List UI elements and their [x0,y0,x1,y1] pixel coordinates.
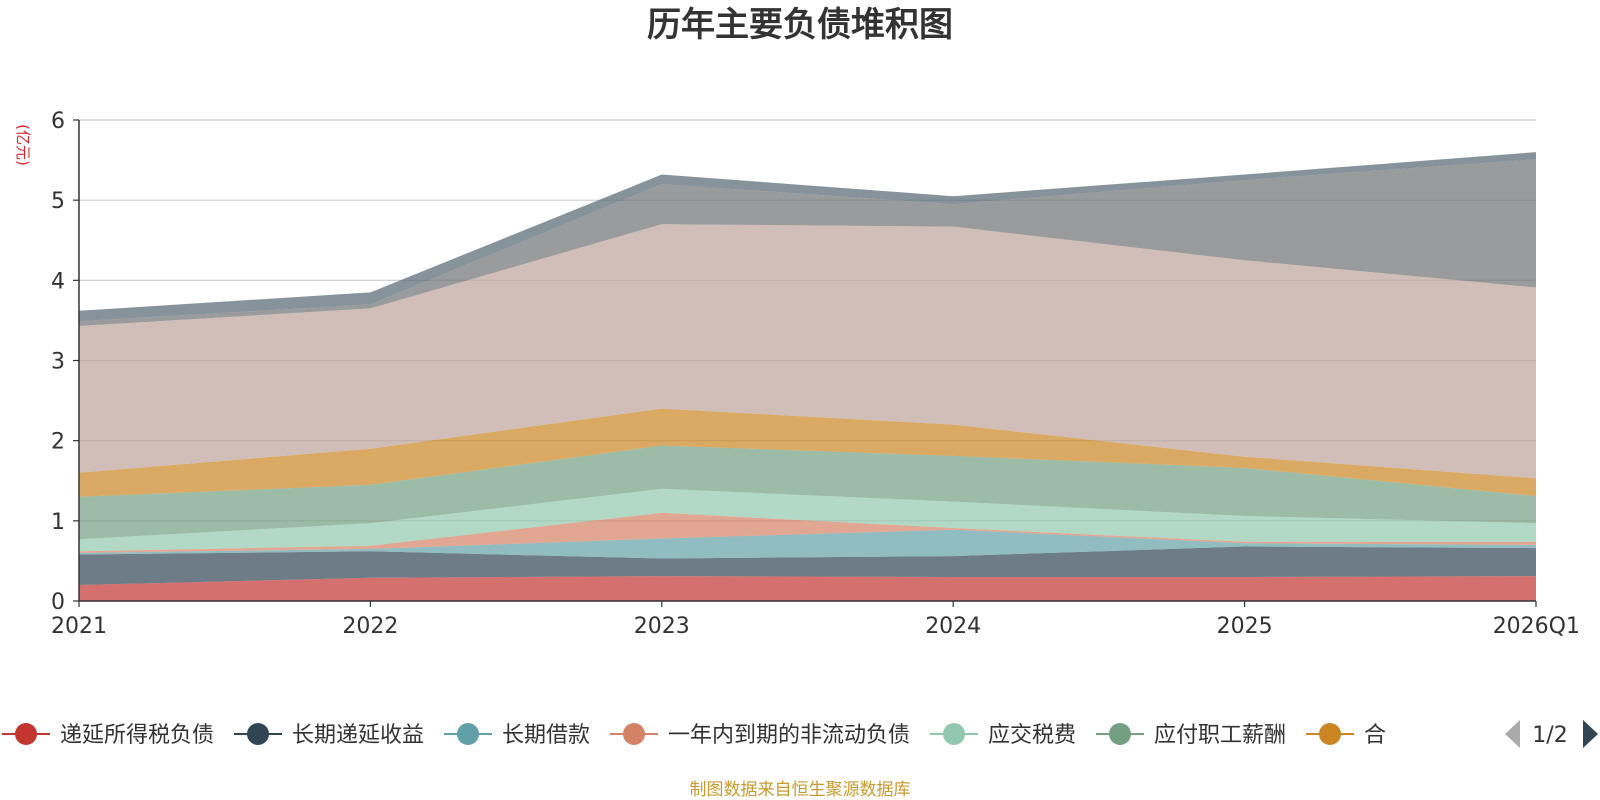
legend-marker-icon [943,723,966,745]
legend-prev-page-icon[interactable] [1505,720,1520,748]
legend: 1/2 递延所得税负债 长期递延收益 长期借款 一年内到期的非流动负债 应交税费 应付职工… [2,720,1598,748]
legend-label: 合 [1364,723,1386,748]
y-tick-label: 5 [51,189,65,214]
y-tick-label: 3 [51,350,65,375]
data-source-note: 制图数据来自恒生聚源数据库 [690,780,911,800]
x-tick-label: 2021 [51,614,107,639]
x-tick-label: 2024 [925,614,981,639]
area-长期递延收益 [79,546,1536,585]
legend-marker-icon [1319,723,1342,745]
x-tick-label: 2022 [342,614,398,639]
legend-label: 一年内到期的非流动负债 [668,723,910,748]
area-应付职工薪酬 [79,445,1536,540]
legend-page-indicator: 1/2 [1532,723,1567,748]
y-tick-label: 0 [51,590,65,615]
y-axis-unit-label: (亿元) [14,124,32,166]
legend-next-page-icon[interactable] [1583,720,1598,748]
y-tick-label: 4 [51,269,65,294]
area-短期借款 [79,152,1536,322]
legend-marker-icon [15,723,37,745]
area-series [79,152,1536,601]
area-应交税费 [79,488,1536,552]
legend-item[interactable]: 一年内到期的非流动负债 [610,723,910,748]
area-一年内到期的非流动负债 [79,512,1536,553]
legend-item[interactable]: 递延所得税负债 [2,723,214,748]
legend-item[interactable]: 应交税费 [930,723,1076,748]
axes: 0 1 2 3 4 5 6 2021 2022 2023 2024 2025 2026Q1 [51,109,1580,639]
legend-label: 长期递延收益 [292,723,424,748]
legend-item[interactable]: 应付职工薪酬 [1096,723,1286,748]
legend-label: 长期借款 [502,723,590,748]
legend-marker-icon [457,723,480,745]
legend-marker-icon [1109,723,1132,745]
x-tick-label: 2023 [634,614,690,639]
legend-item[interactable]: 长期递延收益 [234,723,424,748]
area-长期借款 [79,529,1536,559]
y-tick-label: 2 [51,430,65,455]
area-应付账款 [79,224,1536,479]
legend-label: 应付职工薪酬 [1154,723,1286,748]
legend-item[interactable]: 合 [1306,723,1386,748]
legend-marker-icon [623,723,646,745]
legend-label: 递延所得税负债 [60,723,214,748]
legend-label: 应交税费 [988,723,1076,748]
legend-marker-icon [247,723,270,745]
legend-item[interactable]: 长期借款 [444,723,590,748]
area-合同负债 [79,408,1536,497]
y-tick-label: 1 [51,510,65,535]
x-tick-label: 2025 [1217,614,1273,639]
chart-title: 历年主要负债堆积图 [647,5,953,45]
area-递延所得税负债 [79,576,1536,601]
x-tick-label: 2026Q1 [1493,614,1580,639]
area-其他应付款 [79,159,1536,326]
y-tick-label: 6 [51,109,65,134]
